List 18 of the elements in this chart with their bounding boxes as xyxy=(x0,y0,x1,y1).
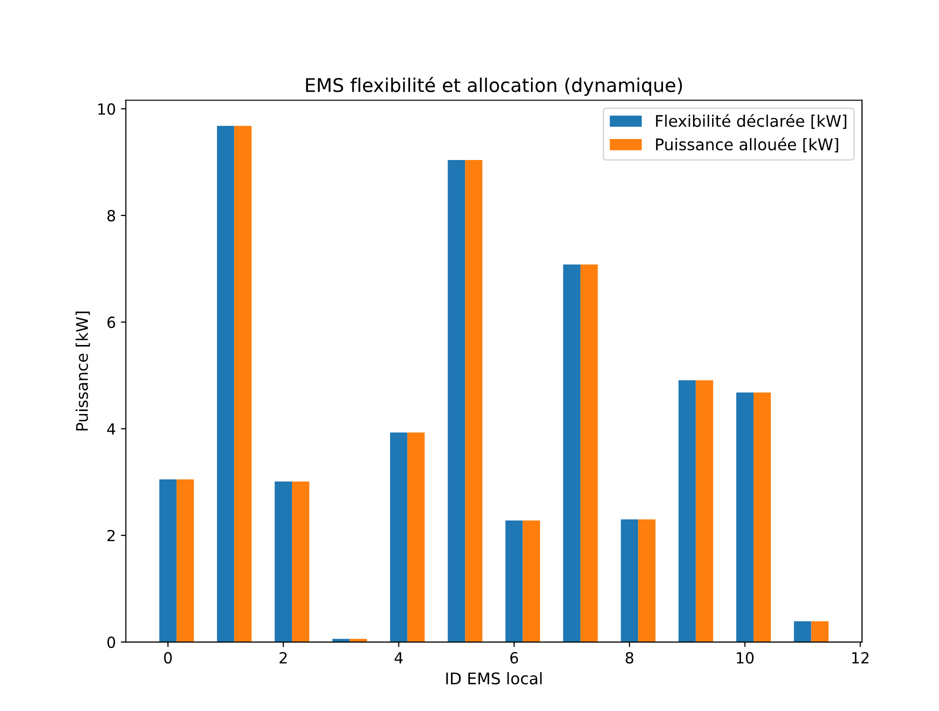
x-tick-label: 6 xyxy=(510,652,518,664)
chart-title: EMS flexibilité et allocation (dynamique) xyxy=(306,76,682,96)
y-axis-title: Puissance [kW] xyxy=(76,312,90,430)
x-tick-label: 2 xyxy=(280,652,287,664)
y-tick-label: 4 xyxy=(107,423,116,435)
x-tick-label: 8 xyxy=(626,652,634,664)
y-tick-label: 6 xyxy=(107,316,116,328)
x-tick-label: 10 xyxy=(736,652,754,664)
y-tick-label: 8 xyxy=(107,210,116,222)
x-axis-title: ID EMS local xyxy=(446,672,542,684)
x-tick-label: 0 xyxy=(164,652,172,664)
y-tick-label: 10 xyxy=(98,103,116,115)
y-tick-label: 2 xyxy=(108,530,115,542)
legend-label: Flexibilité déclarée [kW] xyxy=(656,114,846,129)
y-tick-label: 0 xyxy=(107,636,116,648)
x-tick-label: 4 xyxy=(394,652,403,664)
legend-label: Puissance allouée [kW] xyxy=(656,137,838,152)
x-tick-label: 12 xyxy=(852,652,868,664)
